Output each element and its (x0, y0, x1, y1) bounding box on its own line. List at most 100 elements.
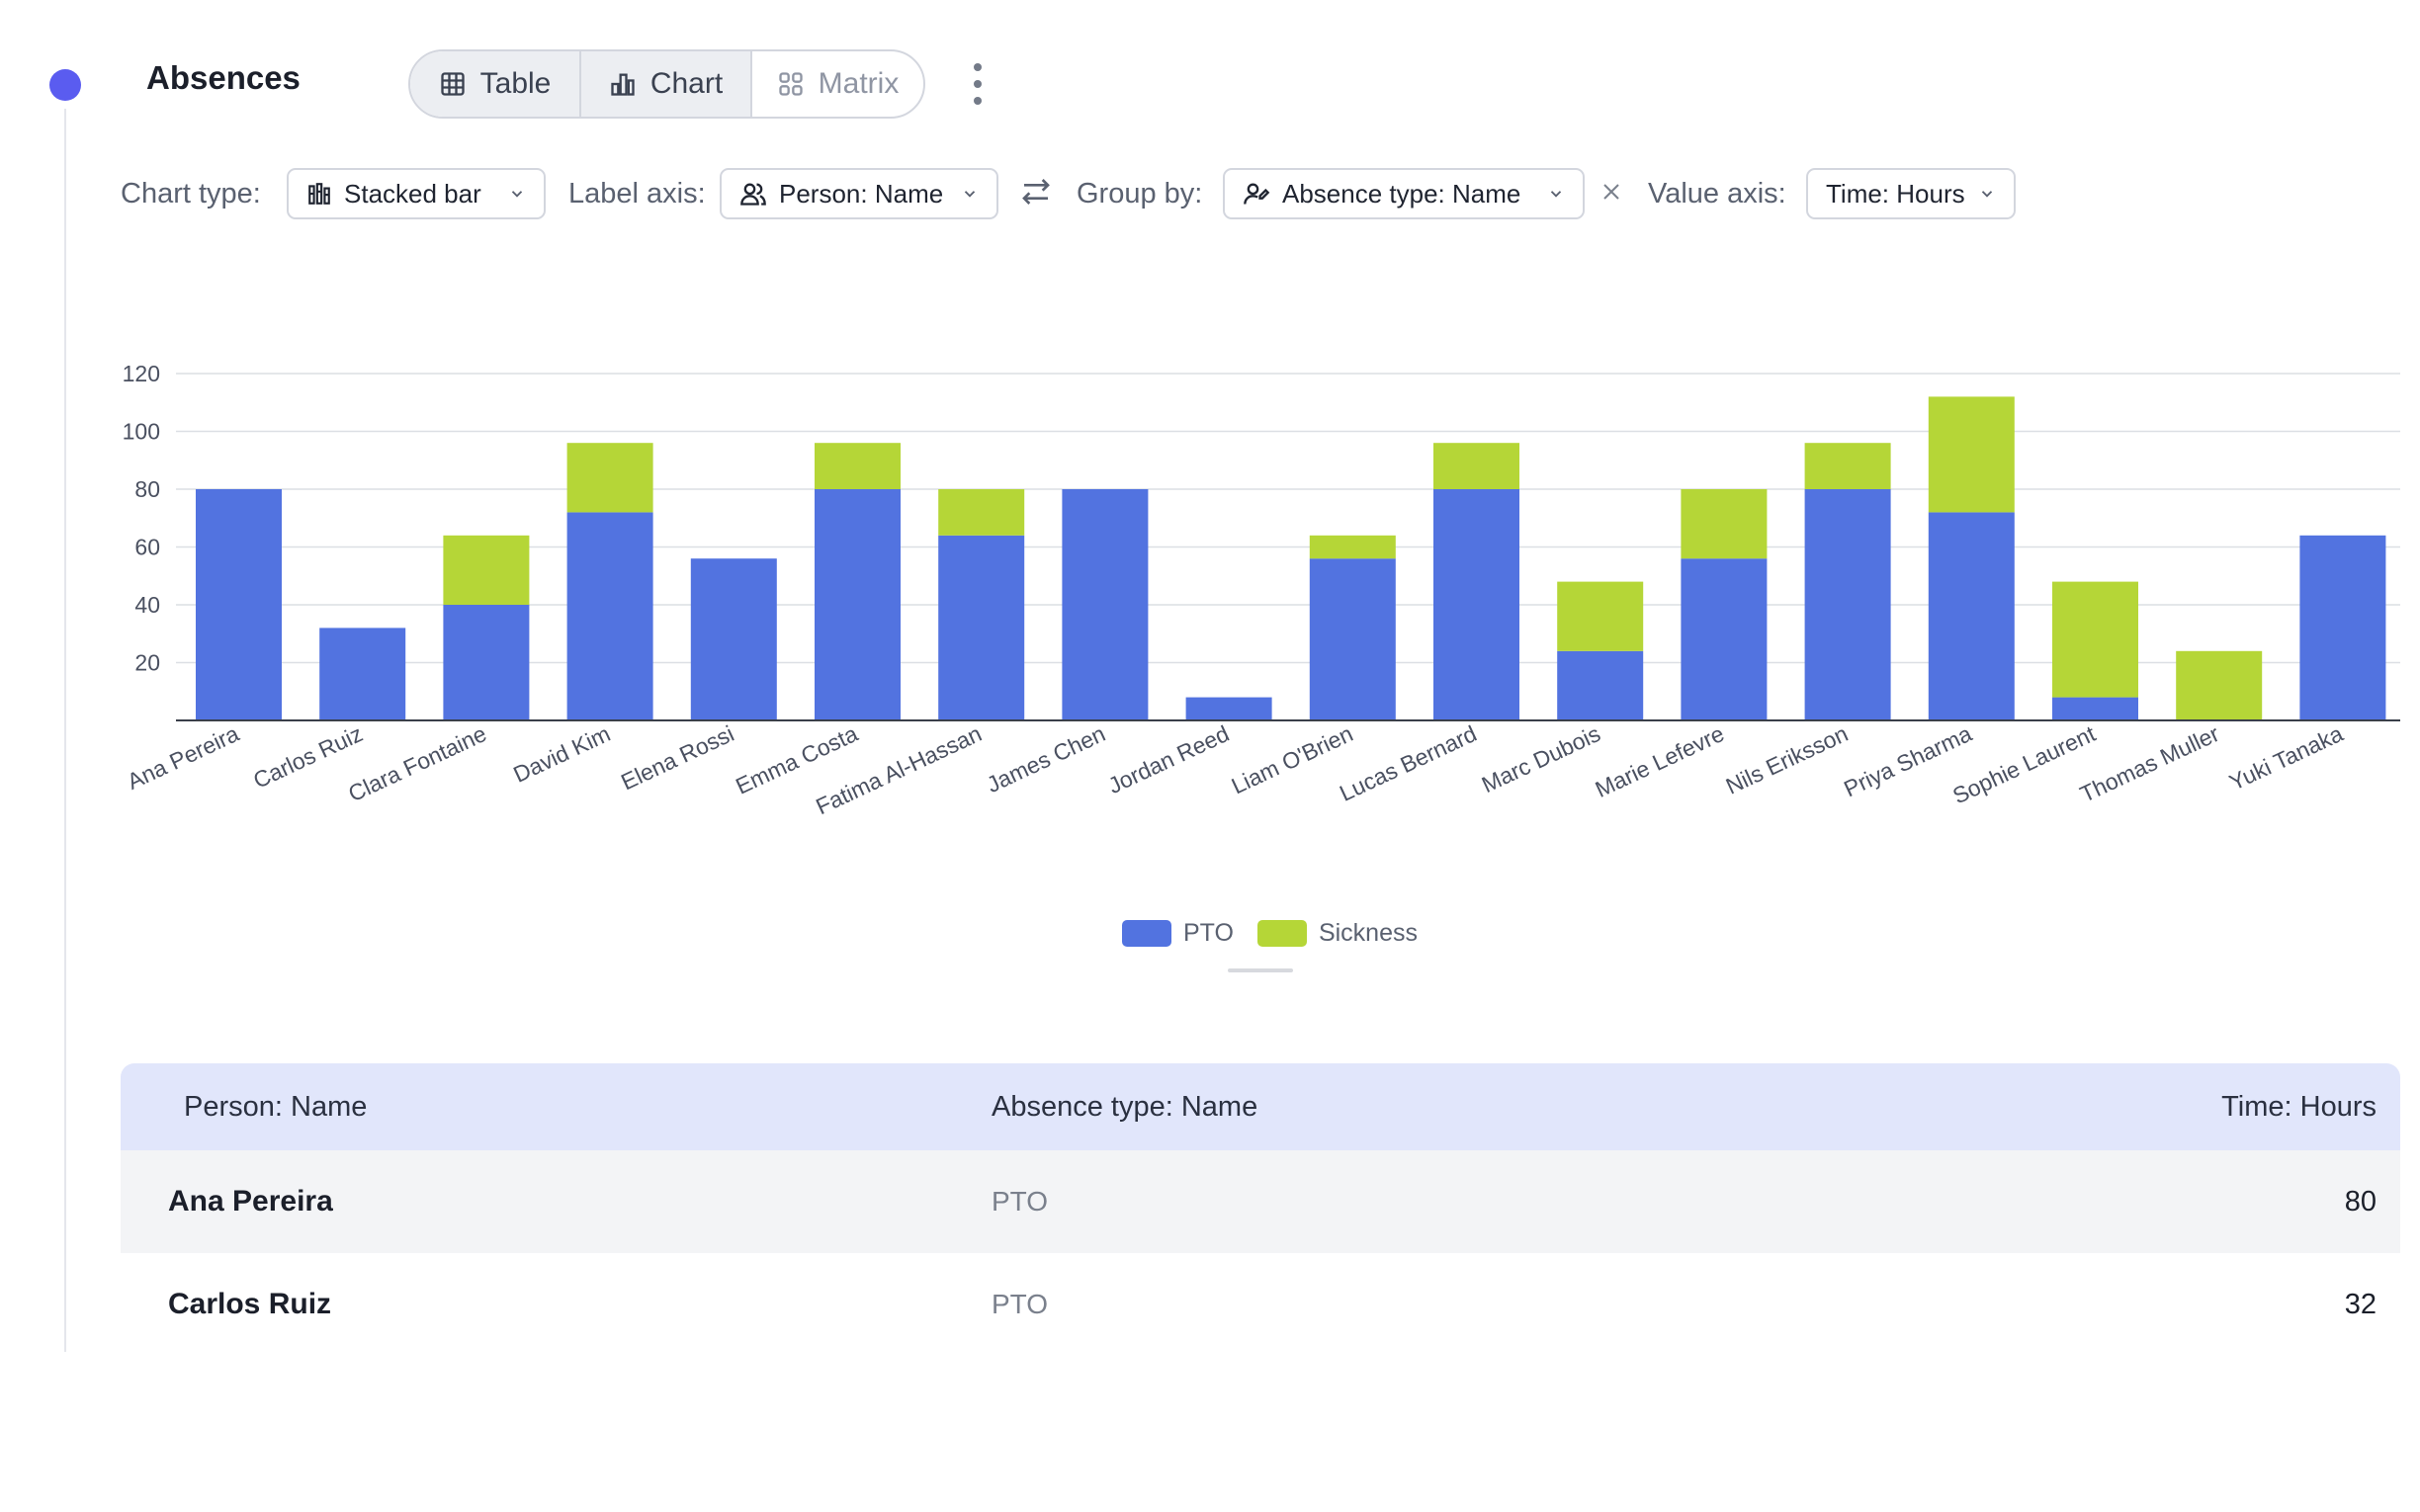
view-switcher: Table Chart Matrix (408, 49, 925, 119)
tab-chart-label: Chart (649, 67, 724, 100)
more-options-icon[interactable] (964, 59, 992, 109)
x-tick-label: Thomas Muller (2076, 720, 2223, 807)
y-tick-label: 40 (134, 592, 160, 618)
tab-matrix[interactable]: Matrix (752, 51, 923, 117)
bar-pto[interactable] (938, 535, 1025, 720)
bar-sickness[interactable] (1804, 443, 1891, 489)
bar-sickness[interactable] (938, 489, 1025, 536)
value-axis-dropdown[interactable]: Time: Hours (1806, 168, 2016, 219)
bar-chart-icon (611, 73, 635, 96)
tab-table[interactable]: Table (410, 51, 581, 117)
x-tick-label: Elena Rossi (617, 720, 737, 795)
cell-absence-type: PTO (992, 1289, 1049, 1319)
bar-pto[interactable] (1433, 489, 1519, 720)
bar-pto[interactable] (443, 605, 530, 720)
page-title: Absences (146, 59, 301, 96)
bar-pto[interactable] (1062, 489, 1149, 720)
label-axis-value: Person: Name (779, 178, 944, 209)
x-tick-label: Nils Eriksson (1722, 720, 1852, 799)
bar-sickness[interactable] (815, 443, 901, 489)
legend-swatch-sickness (1256, 920, 1307, 947)
bar-sickness[interactable] (1557, 581, 1644, 651)
chart-type-dropdown[interactable]: Stacked bar (287, 168, 546, 219)
chevron-down-icon (511, 191, 523, 198)
chart-controls: Chart type: Stacked bar Label axis: Pers… (121, 168, 2394, 219)
cell-absence-type: PTO (992, 1186, 1049, 1217)
x-tick-label: Clara Fontaine (344, 720, 490, 806)
cell-hours: 80 (2344, 1185, 2377, 1218)
legend-label-pto: PTO (1183, 919, 1234, 947)
group-by-dropdown[interactable]: Absence type: Name (1223, 168, 1585, 219)
bar-sickness[interactable] (1681, 489, 1768, 559)
bar-pto[interactable] (1185, 697, 1272, 720)
column-header-hours[interactable]: Time: Hours (2221, 1090, 2377, 1123)
grid-icon (778, 72, 803, 96)
bar-pto[interactable] (1681, 558, 1768, 720)
legend-label-sickness: Sickness (1318, 919, 1418, 947)
clear-group-by-icon[interactable] (1599, 180, 1623, 204)
table-row[interactable]: Carlos Ruiz PTO 32 (121, 1253, 2400, 1356)
tab-table-label: Table (479, 67, 552, 100)
bar-pto[interactable] (690, 558, 777, 720)
bar-pto[interactable] (1928, 512, 2015, 720)
column-header-person[interactable]: Person: Name (184, 1090, 368, 1123)
x-tick-label: Marc Dubois (1478, 720, 1604, 798)
bar-sickness[interactable] (2176, 650, 2263, 720)
tab-chart[interactable]: Chart (581, 51, 752, 117)
bar-pto[interactable] (1309, 558, 1396, 720)
y-tick-label: 20 (134, 650, 160, 676)
swap-axes-icon[interactable] (1020, 176, 1052, 208)
chart-type-value: Stacked bar (344, 178, 481, 209)
bar-pto[interactable] (2052, 697, 2138, 720)
cell-hours: 32 (2344, 1288, 2377, 1320)
label-axis-dropdown[interactable]: Person: Name (720, 168, 998, 219)
chart-type-label: Chart type: (121, 178, 261, 210)
person-icon (740, 183, 766, 206)
person-tag-icon (1244, 183, 1270, 205)
x-tick-label: Ana Pereira (124, 720, 243, 795)
x-tick-label: Sophie Laurent (1948, 720, 2100, 809)
chart-legend: PTO Sickness (1122, 919, 1429, 948)
group-by-label: Group by: (1077, 178, 1203, 210)
value-axis-value: Time: Hours (1826, 178, 1965, 209)
table-icon (440, 72, 465, 96)
bar-sickness[interactable] (443, 535, 530, 605)
bar-pto[interactable] (1557, 650, 1644, 720)
chevron-down-icon (1981, 191, 1993, 198)
bar-sickness[interactable] (566, 443, 653, 513)
legend-item-pto[interactable]: PTO (1122, 919, 1234, 948)
bar-sickness[interactable] (1309, 535, 1396, 559)
x-tick-label: David Kim (509, 720, 614, 788)
y-tick-label: 60 (134, 535, 160, 560)
column-header-absence-type[interactable]: Absence type: Name (992, 1090, 1258, 1123)
x-tick-label: James Chen (983, 720, 1109, 798)
table-row[interactable]: Ana Pereira PTO 80 (121, 1150, 2400, 1253)
legend-swatch-pto (1122, 920, 1171, 947)
group-by-value: Absence type: Name (1282, 178, 1521, 209)
bar-pto[interactable] (815, 489, 901, 720)
bar-pto[interactable] (196, 489, 282, 720)
chevron-down-icon (964, 191, 976, 198)
label-axis-label: Label axis: (568, 178, 706, 210)
bar-pto[interactable] (1804, 489, 1891, 720)
legend-item-sickness[interactable]: Sickness (1256, 919, 1418, 948)
bar-pto[interactable] (566, 512, 653, 720)
chevron-down-icon (1550, 191, 1562, 198)
y-tick-label: 120 (123, 361, 160, 386)
bar-pto[interactable] (2299, 535, 2386, 720)
x-tick-label: Yuki Tanaka (2225, 720, 2347, 796)
data-table: Person: Name Absence type: Name Time: Ho… (121, 1063, 2400, 1356)
bar-pto[interactable] (319, 628, 406, 720)
legend-scroll-indicator (1228, 968, 1293, 972)
bar-sickness[interactable] (1928, 396, 2015, 513)
cell-person: Ana Pereira (168, 1185, 333, 1218)
table-header: Person: Name Absence type: Name Time: Ho… (121, 1063, 2400, 1150)
y-tick-label: 100 (123, 419, 160, 445)
x-tick-label: Lucas Bernard (1336, 720, 1481, 806)
value-axis-label: Value axis: (1648, 178, 1786, 210)
bar-sickness[interactable] (2052, 581, 2138, 698)
timeline-line (64, 109, 66, 1352)
y-tick-label: 80 (134, 476, 160, 502)
bar-sickness[interactable] (1433, 443, 1519, 489)
